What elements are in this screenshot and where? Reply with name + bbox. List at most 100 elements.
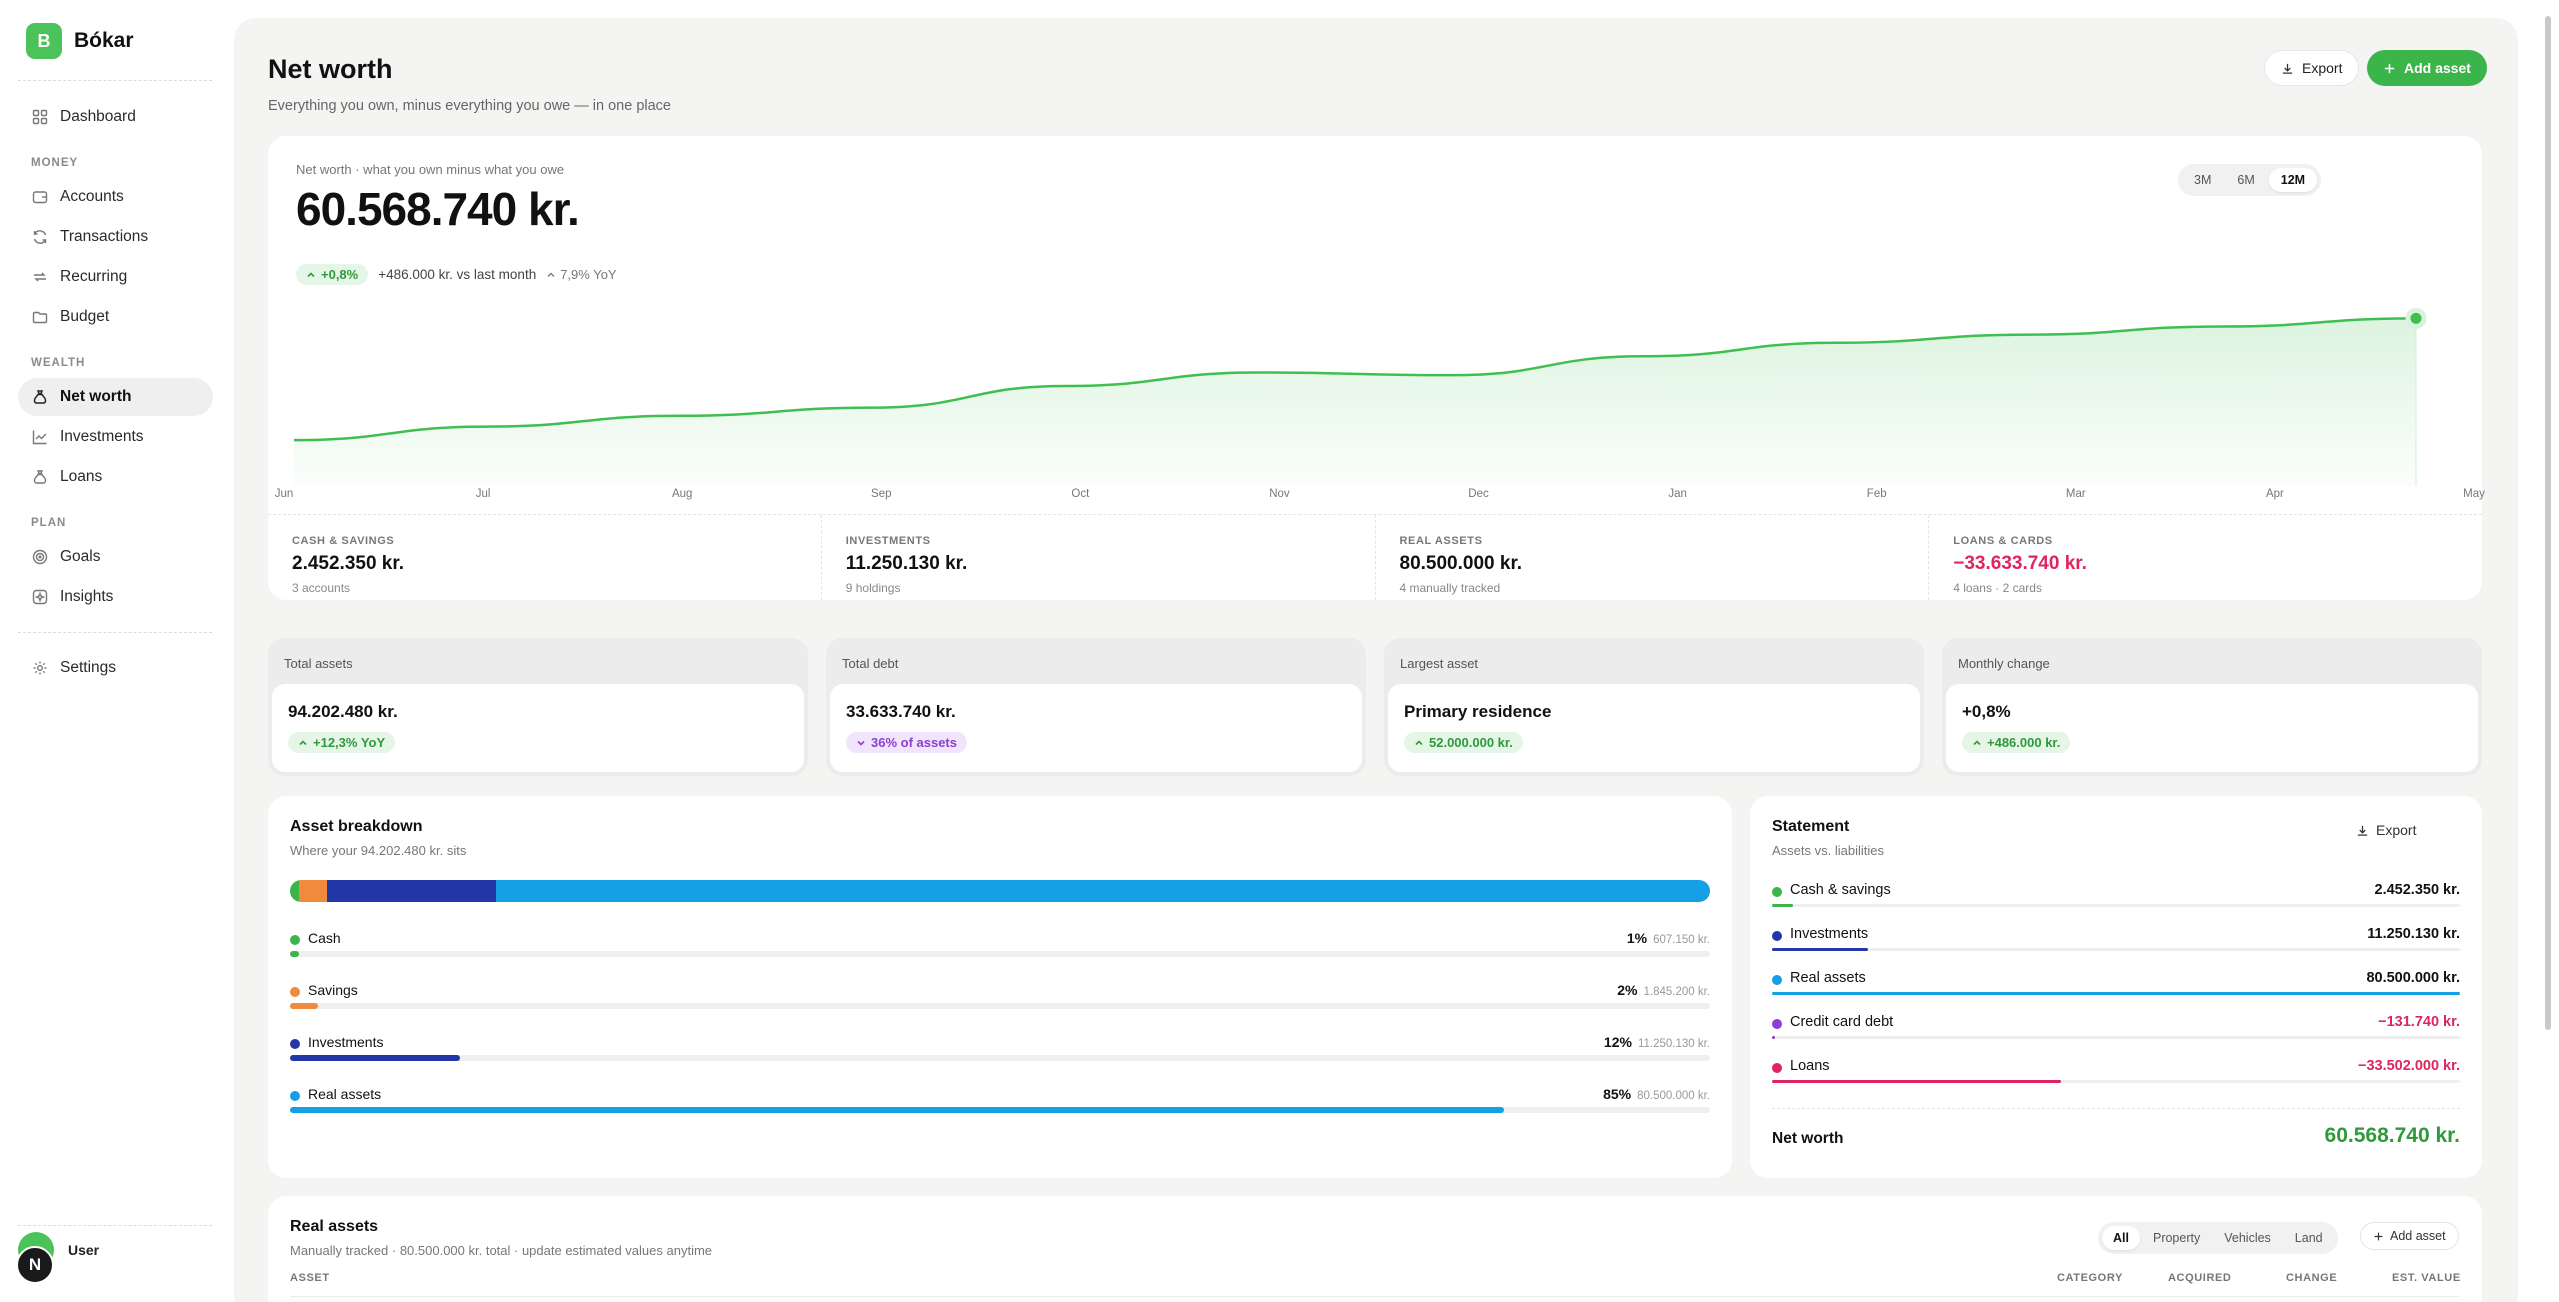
page-subtitle: Everything you own, minus everything you… xyxy=(268,98,671,114)
sidebar-item-accounts[interactable]: Accounts xyxy=(18,178,213,216)
sidebar-item-settings[interactable]: Settings xyxy=(18,649,213,687)
breakdown-name: Savings xyxy=(308,982,358,998)
tab-land[interactable]: Land xyxy=(2294,1231,2323,1245)
scrollbar[interactable] xyxy=(2545,16,2551,1030)
statement-name: Cash & savings xyxy=(1790,882,1891,898)
sidebar-item-insights[interactable]: Insights xyxy=(18,578,213,616)
stat-cash-savings[interactable]: CASH & SAVINGS 2.452.350 kr. 3 accounts xyxy=(268,515,822,600)
column-header-est-value[interactable]: EST. VALUE xyxy=(2392,1272,2461,1284)
progress-track xyxy=(1772,904,2460,907)
statement-row[interactable]: Credit card debt −131.740 kr. xyxy=(1772,1014,2460,1044)
sidebar-item-dashboard[interactable]: Dashboard xyxy=(18,98,213,136)
plus-icon xyxy=(2384,63,2395,73)
tab-all[interactable]: All xyxy=(2102,1226,2140,1250)
wallet-icon xyxy=(32,189,48,205)
column-header-category[interactable]: CATEGORY xyxy=(2057,1272,2123,1284)
chart-area xyxy=(294,318,2416,486)
kpi-badge-text: 52.000.000 kr. xyxy=(1429,735,1513,750)
net-worth-total: 60.568.740 kr. xyxy=(2324,1124,2460,1147)
x-axis: Jun Jul Aug Sep Oct Nov Dec Jan Feb Mar Apr May xyxy=(268,488,2485,504)
stat-loans-cards[interactable]: LOANS & CARDS −33.633.740 kr. 4 loans · … xyxy=(1929,515,2482,600)
allocation-segment xyxy=(299,880,327,902)
gear-icon xyxy=(32,660,48,676)
range-6m[interactable]: 6M xyxy=(2237,173,2255,187)
statement-name: Loans xyxy=(1790,1058,1830,1074)
statement-name: Real assets xyxy=(1790,970,1866,986)
chart-point xyxy=(1448,372,1454,378)
statement-row[interactable]: Investments 11.250.130 kr. xyxy=(1772,926,2460,956)
breakdown-name: Cash xyxy=(308,930,341,946)
statement-divider xyxy=(1772,1108,2460,1109)
sidebar-item-label: Budget xyxy=(60,308,110,325)
sidebar-item-label: Insights xyxy=(60,588,114,605)
x-tick-label: Feb xyxy=(1866,488,1887,500)
kpi-value: Primary residence xyxy=(1404,702,1552,721)
kpi-label: Total assets xyxy=(284,656,353,671)
caret-up-icon xyxy=(299,739,307,745)
sidebar-item-net-worth[interactable]: Net worth xyxy=(18,378,213,416)
sidebar-item-goals[interactable]: Goals xyxy=(18,538,213,576)
x-tick-label: Mar xyxy=(2065,488,2086,500)
stat-investments[interactable]: INVESTMENTS 11.250.130 kr. 9 holdings xyxy=(822,515,1376,600)
breakdown-row[interactable]: Investments 12% 11.250.130 kr. xyxy=(290,1034,1710,1064)
kpi-total-assets[interactable]: Total assets 94.202.480 kr. +12,3% YoY xyxy=(268,638,808,776)
progress-track xyxy=(290,1003,1710,1009)
x-tick-label: Nov xyxy=(1269,488,1290,500)
real-assets-add-button[interactable]: Add asset xyxy=(2360,1222,2459,1250)
card-title: Asset breakdown xyxy=(290,818,423,835)
kpi-badge: +12,3% YoY xyxy=(288,732,396,753)
sidebar-item-transactions[interactable]: Transactions xyxy=(18,218,213,256)
statement-row[interactable]: Real assets 80.500.000 kr. xyxy=(1772,970,2460,1000)
range-3m[interactable]: 3M xyxy=(2194,173,2212,187)
breakdown-amount: 80.500.000 kr. xyxy=(1637,1090,1710,1102)
kpi-badge-text: 36% of assets xyxy=(871,735,957,750)
progress-fill xyxy=(290,1107,1504,1113)
card-title: Statement xyxy=(1772,818,1850,835)
breakdown-row[interactable]: Savings 2% 1.845.200 kr. xyxy=(290,982,1710,1012)
column-header-asset[interactable]: ASSET xyxy=(290,1272,330,1284)
kpi-total-debt[interactable]: Total debt 33.633.740 kr. 36% of assets xyxy=(826,638,1366,776)
caret-up-icon xyxy=(1973,739,1981,745)
stat-real-assets[interactable]: REAL ASSETS 80.500.000 kr. 4 manually tr… xyxy=(1376,515,1930,600)
stat-sub: 4 loans · 2 cards xyxy=(1953,581,2042,595)
progress-track xyxy=(1772,1036,2460,1039)
brand[interactable]: B Bókar xyxy=(26,23,134,59)
caret-down-icon xyxy=(857,740,865,746)
statement-value: −33.502.000 kr. xyxy=(2357,1058,2460,1074)
chart-point xyxy=(677,413,683,419)
progress-fill xyxy=(1772,1036,1775,1039)
kpi-badge: +486.000 kr. xyxy=(1962,732,2071,753)
kpi-largest-asset[interactable]: Largest asset Primary residence 52.000.0… xyxy=(1384,638,1924,776)
legend-dot xyxy=(290,1039,300,1049)
tab-property[interactable]: Property xyxy=(2152,1231,2201,1245)
range-12m[interactable]: 12M xyxy=(2268,168,2318,192)
brand-logo: B xyxy=(26,23,62,59)
sidebar-item-budget[interactable]: Budget xyxy=(18,298,213,336)
column-header-acquired[interactable]: ACQUIRED xyxy=(2168,1272,2232,1284)
tab-vehicles[interactable]: Vehicles xyxy=(2224,1231,2271,1245)
column-header-change[interactable]: CHANGE xyxy=(2286,1272,2338,1284)
statement-row[interactable]: Loans −33.502.000 kr. xyxy=(1772,1058,2460,1088)
trend-icon xyxy=(32,429,48,445)
user-menu[interactable]: N User xyxy=(16,1232,99,1284)
chart-point[interactable] xyxy=(2405,307,2427,329)
kpi-monthly-change[interactable]: Monthly change +0,8% +486.000 kr. xyxy=(1942,638,2482,776)
statement-row[interactable]: Cash & savings 2.452.350 kr. xyxy=(1772,882,2460,912)
breakdown-values: 1% 607.150 kr. xyxy=(1627,930,1710,946)
sidebar-item-loans[interactable]: Loans xyxy=(18,458,213,496)
statement-name: Investments xyxy=(1790,926,1869,942)
card-subtitle: Assets vs. liabilities xyxy=(1772,843,1884,858)
export-button[interactable]: Export xyxy=(2264,50,2360,86)
chart-point xyxy=(291,437,297,443)
download-icon xyxy=(2282,63,2293,74)
sparkle-icon xyxy=(32,589,48,605)
target-icon xyxy=(32,549,48,565)
add-asset-button[interactable]: Add asset xyxy=(2367,50,2487,86)
breakdown-row[interactable]: Cash 1% 607.150 kr. xyxy=(290,930,1710,960)
statement-export-button[interactable]: Export xyxy=(2356,822,2416,838)
progress-fill xyxy=(1772,992,2460,995)
sidebar-item-recurring[interactable]: Recurring xyxy=(18,258,213,296)
kpi-body: 33.633.740 kr. 36% of assets xyxy=(830,684,1362,772)
sidebar-item-investments[interactable]: Investments xyxy=(18,418,213,456)
breakdown-row[interactable]: Real assets 85% 80.500.000 kr. xyxy=(290,1086,1710,1116)
